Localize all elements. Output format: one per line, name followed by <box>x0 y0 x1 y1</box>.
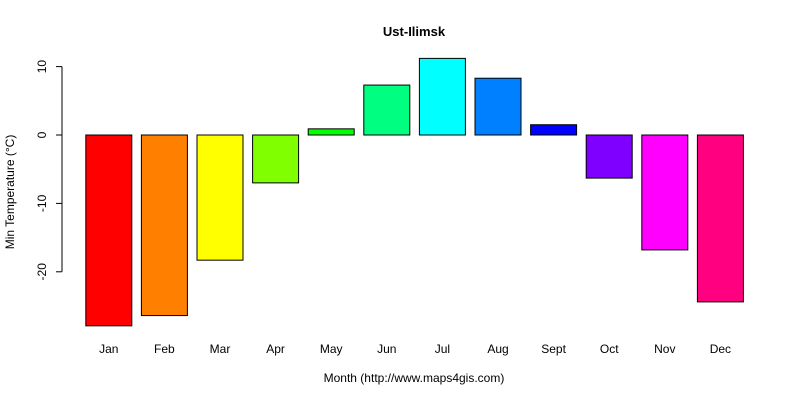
x-tick-label: Oct <box>600 342 619 356</box>
chart-title: Ust-Ilimsk <box>383 24 446 39</box>
x-tick-label: Apr <box>266 342 285 356</box>
x-tick-label: May <box>320 342 343 356</box>
bar-feb <box>140 134 188 317</box>
y-axis: -20 -10 0 10 <box>35 60 63 281</box>
x-tick-label: Feb <box>154 342 175 356</box>
bar-oct <box>585 134 633 179</box>
bar-apr <box>252 134 300 184</box>
bar-nov <box>641 134 689 251</box>
x-tick-label: Nov <box>654 342 675 356</box>
bar-mar <box>196 134 244 261</box>
bar-sept <box>530 124 578 136</box>
x-tick-labels: Jan Feb Mar Apr May Jun Jul Aug Sept Oct Nov Dec <box>99 342 731 356</box>
y-tick-label: -20 <box>35 263 49 281</box>
bar-jun <box>363 84 411 136</box>
y-tick-label: 0 <box>35 131 49 138</box>
y-tick-label: 10 <box>35 60 49 74</box>
x-tick-label: Aug <box>487 342 508 356</box>
bars <box>85 57 744 327</box>
x-tick-label: Jun <box>377 342 396 356</box>
x-axis-label: Month (http://www.maps4gis.com) <box>324 371 505 385</box>
bar-jul <box>418 57 466 136</box>
bar-dec <box>696 134 744 303</box>
bar-aug <box>474 77 522 136</box>
x-tick-label: Mar <box>210 342 231 356</box>
x-tick-label: Dec <box>710 342 731 356</box>
y-tick-label: -10 <box>35 194 49 212</box>
x-tick-label: Jul <box>435 342 450 356</box>
bar-may <box>307 128 355 136</box>
bar-jan <box>85 134 133 327</box>
x-tick-label: Jan <box>99 342 118 356</box>
x-tick-label: Sept <box>541 342 566 356</box>
y-axis-label: Min Temperature (°C) <box>3 135 17 250</box>
